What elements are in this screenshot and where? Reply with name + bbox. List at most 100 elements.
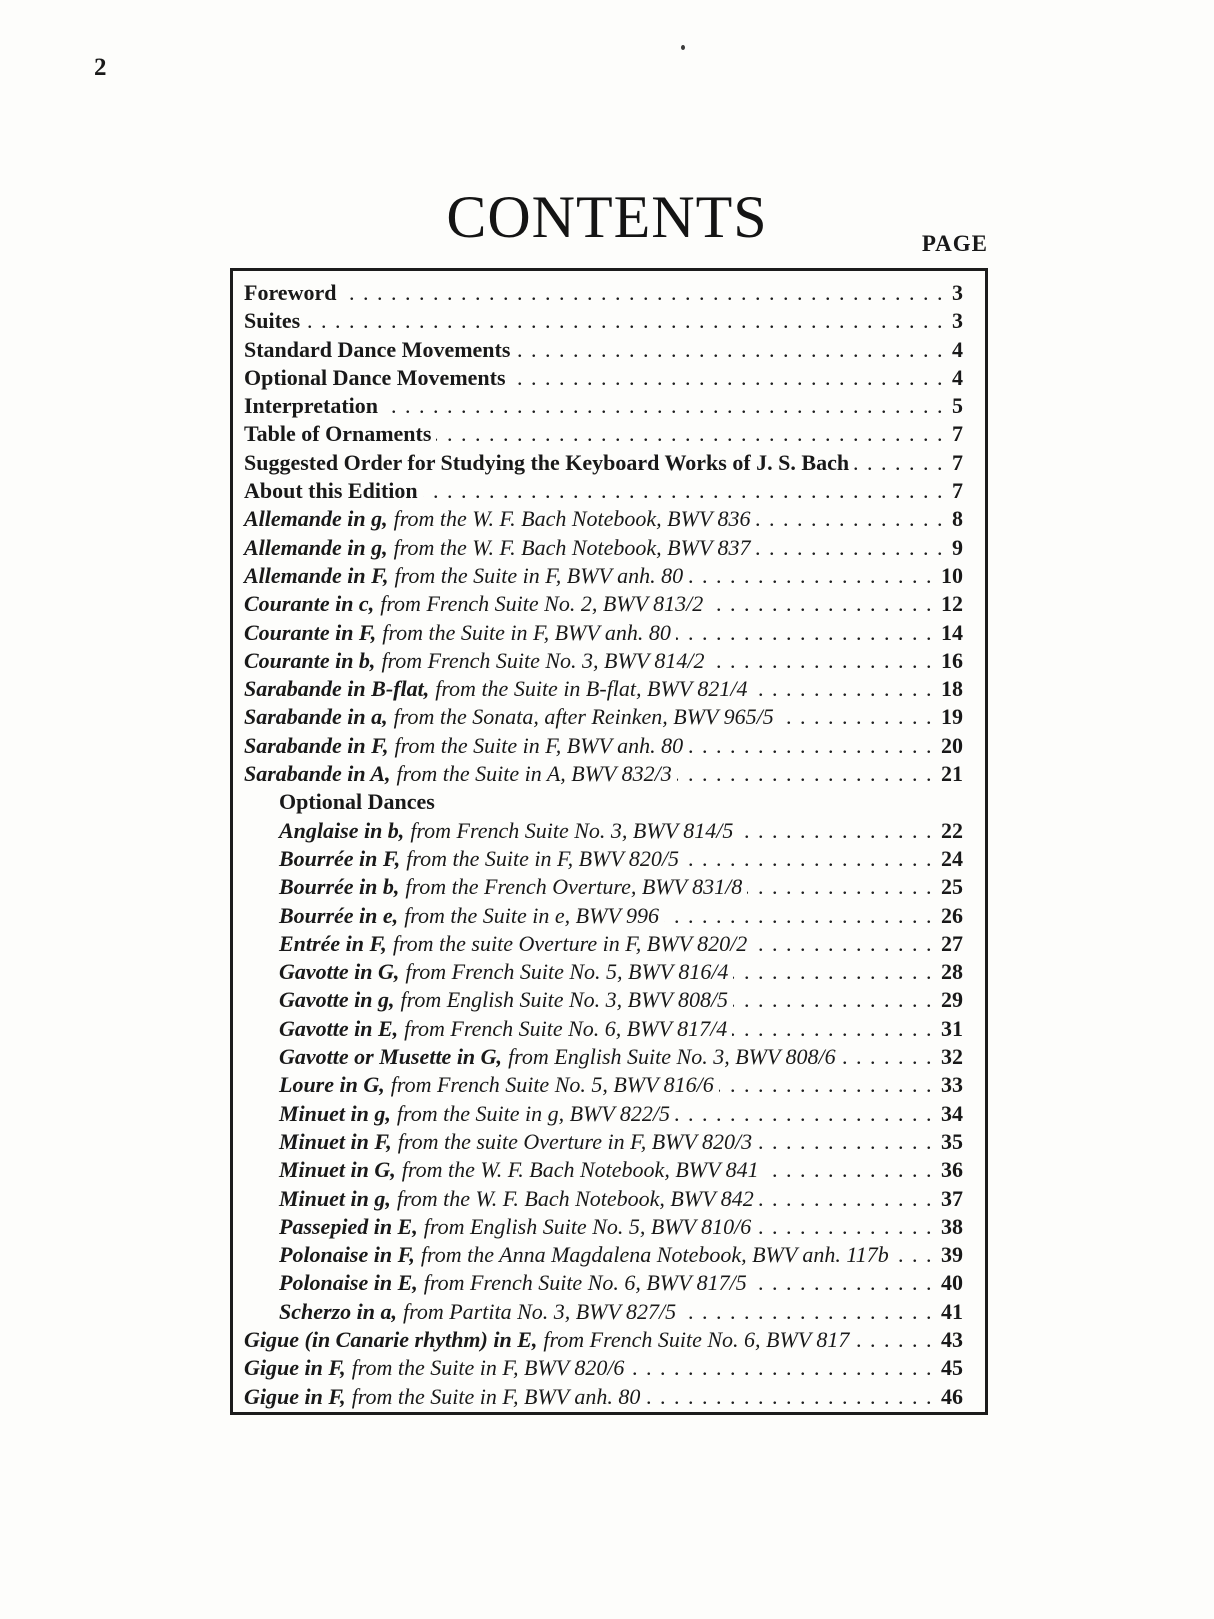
toc-entry-name: Gavotte or Musette in G, — [279, 1044, 503, 1070]
toc-entry-name: Gavotte in G, — [279, 959, 400, 985]
dot-leader — [676, 619, 940, 647]
toc-entry-label: Optional Dances — [279, 788, 435, 816]
toc-box: Foreword 3 Suites 3 Standard Dance Movem… — [230, 268, 988, 1415]
toc-entry-desc: from the Suite in e, BWV 996 — [404, 902, 659, 928]
toc-entry-name: Courante in b, — [244, 647, 376, 673]
toc-row: Allemande in g, from the W. F. Bach Noteb… — [244, 505, 963, 533]
toc-entry-page: 27 — [941, 930, 963, 956]
toc-entry-name: Suites — [244, 308, 301, 334]
toc-entry-page: 22 — [941, 817, 963, 843]
dot-leader — [755, 505, 951, 533]
toc-entry-name: Sarabande in B-flat, — [244, 676, 430, 702]
dot-leader — [688, 562, 940, 590]
toc-row: Allemande in F, from the Suite in F, BWV … — [244, 562, 963, 590]
toc-entry-desc: from the Suite in g, BWV 822/5 — [396, 1100, 671, 1126]
dot-leader — [684, 845, 940, 873]
toc-row: Passepied in E, from English Suite No. 5,… — [244, 1213, 963, 1241]
dot-leader — [756, 1213, 940, 1241]
dot-leader — [841, 1043, 940, 1071]
toc-entry-page: 10 — [941, 562, 963, 588]
toc-entry-desc: from the W. F. Bach Notebook, BWV 836 — [393, 506, 751, 532]
toc-row: Gigue in F, from the Suite in F, BWV 820/… — [244, 1354, 963, 1382]
toc-entry-name: Sarabande in a, — [244, 704, 388, 730]
toc-entry-label: Gavotte in g, from English Suite No. 3, B… — [279, 986, 728, 1014]
toc-entry-desc: from French Suite No. 6, BWV 817/5 — [423, 1270, 747, 1296]
dot-leader — [757, 1128, 940, 1156]
toc-row: Courante in F, from the Suite in F, BWV a… — [244, 619, 963, 647]
dot-leader — [436, 420, 951, 448]
toc-row: Foreword 3 — [244, 279, 963, 307]
toc-row: Polonaise in F, from the Anna Magdalena N… — [244, 1241, 963, 1269]
toc-entry-desc: from English Suite No. 3, BWV 808/6 — [508, 1044, 836, 1070]
toc-entry-label: Courante in b, from French Suite No. 3, B… — [244, 647, 704, 675]
toc-entry-desc: from French Suite No. 6, BWV 817 — [543, 1326, 850, 1352]
toc-entry-desc: from the Suite in F, BWV anh. 80 — [394, 732, 684, 758]
toc-entry-label: Gavotte in E, from French Suite No. 6, BW… — [279, 1015, 727, 1043]
toc-entry-desc: from the Suite in B-flat, BWV 821/4 — [435, 676, 748, 702]
toc-entry-label: Gigue in F, from the Suite in F, BWV 820/… — [244, 1354, 624, 1382]
toc-entry-label: Allemande in F, from the Suite in F, BWV … — [244, 562, 683, 590]
toc-row: Gigue (in Canarie rhythm) in E, from Fren… — [244, 1326, 963, 1354]
toc-entry-page: 36 — [941, 1157, 963, 1183]
toc-entry-name: About this Edition — [244, 478, 418, 504]
toc-entry-name: Optional Dances — [279, 789, 435, 815]
toc-entry-page: 43 — [941, 1326, 963, 1352]
toc-row: Sarabande in a, from the Sonata, after Re… — [244, 703, 963, 731]
toc-entry-label: Suggested Order for Studying the Keyboar… — [244, 449, 849, 477]
toc-row: Loure in G, from French Suite No. 5, BWV … — [244, 1071, 963, 1099]
toc-entry-label: Sarabande in B-flat, from the Suite in B-… — [244, 675, 747, 703]
toc-entry-desc: from French Suite No. 3, BWV 814/2 — [381, 647, 705, 673]
toc-entry-name: Gigue (in Canarie rhythm) in E, — [244, 1326, 538, 1352]
toc-entry-desc: from the suite Overture in F, BWV 820/3 — [397, 1128, 753, 1154]
toc-row: Optional Dances — [244, 788, 963, 816]
toc-row: Gavotte or Musette in G, from English Sui… — [244, 1043, 963, 1071]
toc-entry-label: Bourrée in e, from the Suite in e, BWV 99… — [279, 902, 659, 930]
toc-entry-label: Minuet in F, from the suite Overture in F… — [279, 1128, 752, 1156]
dot-leader — [854, 1326, 940, 1354]
toc-entry-page: 5 — [952, 393, 963, 419]
toc-entry-label: Standard Dance Movements — [244, 336, 510, 364]
toc-row: Sarabande in A, from the Suite in A, BWV … — [244, 760, 963, 788]
toc-entry-page: 24 — [941, 845, 963, 871]
toc-row: Courante in b, from French Suite No. 3, B… — [244, 647, 963, 675]
toc-entry-name: Suggested Order for Studying the Keyboar… — [244, 449, 850, 475]
toc-row: Minuet in F, from the suite Overture in F… — [244, 1128, 963, 1156]
toc-entry-page: 3 — [952, 308, 963, 334]
toc-row: Anglaise in b, from French Suite No. 3, B… — [244, 817, 963, 845]
dot-leader — [423, 477, 951, 505]
toc-entry-label: Entrée in F, from the suite Overture in F… — [279, 930, 747, 958]
toc-entry-label: Gigue in F, from the Suite in F, BWV anh.… — [244, 1383, 640, 1411]
toc-row: Polonaise in E, from French Suite No. 6, … — [244, 1269, 963, 1297]
toc-entry-label: Loure in G, from French Suite No. 5, BWV … — [279, 1071, 714, 1099]
toc-entry-name: Allemande in F, — [244, 562, 389, 588]
toc-entry-name: Courante in F, — [244, 619, 377, 645]
toc-entry-name: Loure in G, — [279, 1072, 385, 1098]
toc-entry-name: Passepied in E, — [279, 1213, 418, 1239]
toc-entry-page: 38 — [941, 1213, 963, 1239]
toc-entry-page: 34 — [941, 1100, 963, 1126]
page-column-label: PAGE — [921, 231, 988, 256]
toc-entry-label: Interpretation — [244, 392, 378, 420]
toc-row: Gavotte in g, from English Suite No. 3, B… — [244, 986, 963, 1014]
toc-entry-page: 4 — [952, 364, 963, 390]
dot-leader — [709, 647, 940, 675]
toc-entry-desc: from English Suite No. 3, BWV 808/5 — [400, 987, 729, 1013]
toc-entry-page: 21 — [941, 761, 963, 787]
toc-entry-name: Gavotte in E, — [279, 1015, 399, 1041]
toc-row: Scherzo in a, from Partita No. 3, BWV 827… — [244, 1298, 963, 1326]
toc-entry-page: 26 — [941, 902, 963, 928]
dot-leader — [733, 986, 940, 1014]
dot-leader — [629, 1354, 940, 1382]
toc-entry-label: Anglaise in b, from French Suite No. 3, B… — [279, 817, 733, 845]
toc-entry-label: Scherzo in a, from Partita No. 3, BWV 827… — [279, 1298, 676, 1326]
toc-entry-desc: from the W. F. Bach Notebook, BWV 841 — [401, 1157, 759, 1183]
dot-leader — [738, 817, 940, 845]
toc-entry-name: Polonaise in E, — [279, 1270, 418, 1296]
toc-row: Courante in c, from French Suite No. 2, B… — [244, 590, 963, 618]
toc-entry-label: Sarabande in a, from the Sonata, after Re… — [244, 703, 774, 731]
toc-entry-desc: from French Suite No. 2, BWV 813/2 — [380, 591, 704, 617]
dot-leader — [752, 930, 940, 958]
dot-leader — [779, 703, 940, 731]
toc-entry-desc: from the suite Overture in F, BWV 820/2 — [392, 930, 748, 956]
toc-entry-name: Bourrée in b, — [279, 874, 400, 900]
